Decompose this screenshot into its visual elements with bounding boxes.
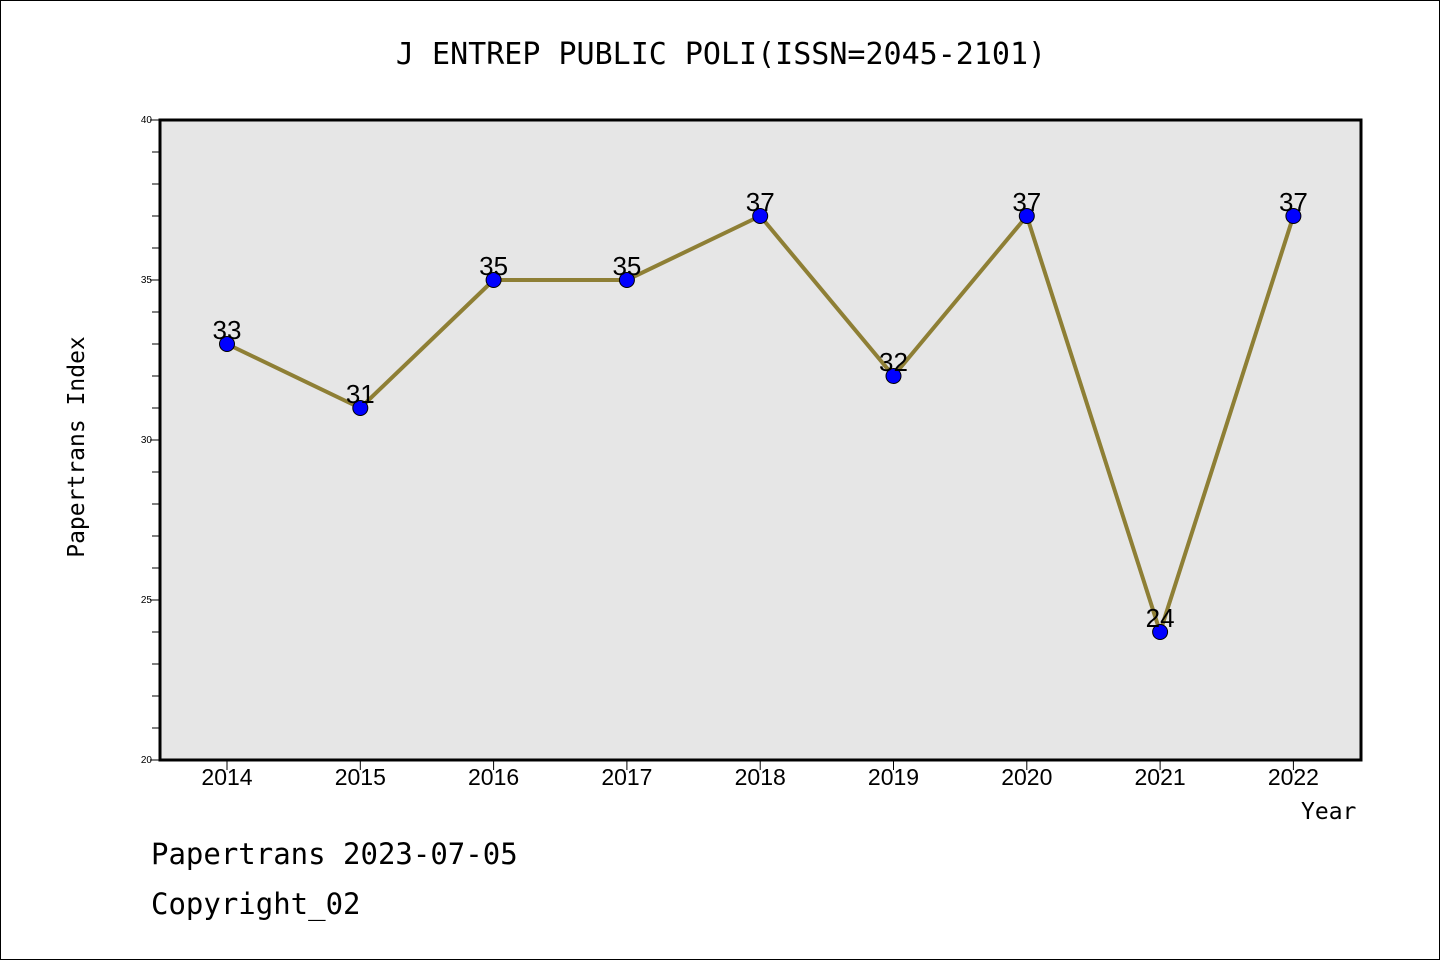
data-point [752, 208, 769, 224]
x-tick-label: 2018 [735, 764, 786, 790]
data-label: 35 [479, 251, 508, 281]
data-point [1285, 208, 1302, 224]
data-point [618, 272, 635, 288]
data-point [1018, 208, 1035, 224]
data-label: 37 [746, 187, 775, 217]
data-label: 24 [1146, 603, 1175, 633]
x-tick-label: 2021 [1135, 764, 1186, 790]
x-tick-label: 2022 [1268, 764, 1319, 790]
y-tick-label: 40 [141, 115, 153, 126]
y-tick-label: 20 [141, 755, 153, 766]
data-label: 33 [213, 315, 242, 345]
data-point [485, 272, 502, 288]
data-point [352, 400, 369, 416]
x-tick-label: 2019 [868, 764, 919, 790]
x-tick-label: 2016 [468, 764, 519, 790]
footer-copyright: Copyright_02 [151, 887, 361, 921]
footer-date: Papertrans 2023-07-05 [151, 837, 518, 871]
x-axis-label: Year [1301, 799, 1357, 825]
data-label: 32 [879, 347, 908, 377]
data-point [1152, 624, 1169, 640]
y-tick-label: 25 [141, 595, 153, 606]
y-tick-label: 30 [141, 435, 153, 446]
data-point [219, 336, 235, 352]
y-tick-label: 35 [141, 275, 153, 286]
data-label: 37 [1279, 187, 1308, 217]
plot-area [160, 120, 1361, 760]
x-tick-label: 2017 [601, 764, 652, 790]
x-tick-label: 2014 [201, 764, 252, 790]
plot-border [158, 118, 1363, 762]
data-point [885, 368, 902, 384]
data-label: 31 [346, 379, 375, 409]
data-label: 35 [612, 251, 641, 281]
x-tick-label: 2015 [335, 764, 386, 790]
chart-title: J ENTREP PUBLIC POLI(ISSN=2045-2101) [395, 37, 1047, 72]
x-tick-label: 2020 [1001, 764, 1052, 790]
data-label: 37 [1012, 187, 1041, 217]
